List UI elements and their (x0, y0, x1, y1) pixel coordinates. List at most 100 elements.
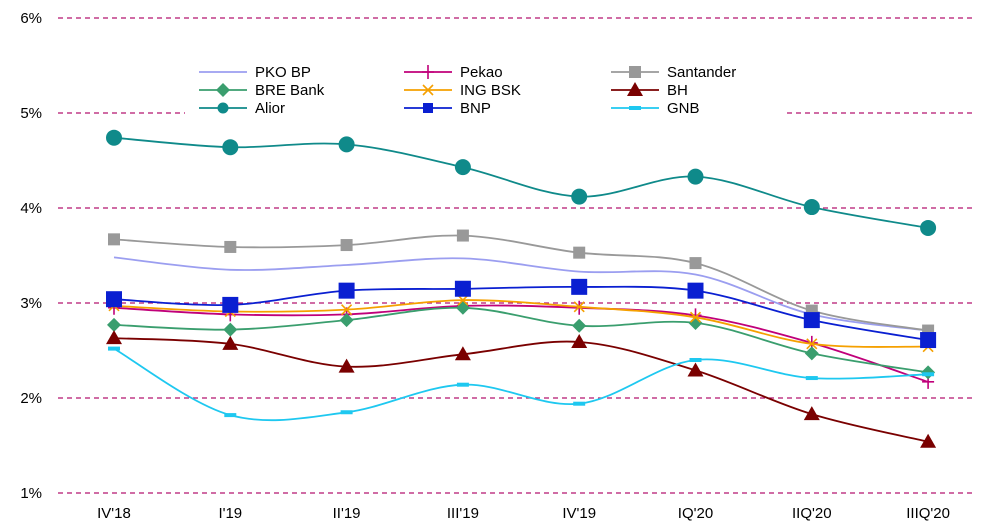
legend-label: GNB (667, 100, 700, 117)
data-point-bnp (687, 282, 704, 299)
data-point-alior (222, 139, 239, 156)
series-line-alior (113, 136, 929, 229)
data-point-gnb (922, 372, 935, 377)
legend-label: Alior (255, 100, 285, 117)
legend-item-pekao: Pekao (404, 64, 503, 81)
y-tick-label: 6% (20, 10, 42, 27)
x-tick-label: IIIQ'20 (906, 505, 950, 522)
data-point-alior (920, 219, 937, 236)
data-point-bnp (803, 312, 820, 329)
y-axis: 1% 2% 3% 4% 5% 6% (20, 10, 42, 502)
legend-marker (422, 84, 434, 96)
data-point-alior (571, 188, 588, 205)
data-point-bh (106, 330, 122, 345)
data-point-santander (689, 257, 702, 270)
legend-label: Santander (667, 64, 736, 81)
x-tick-label: II'19 (333, 505, 361, 522)
legend-item-gnb: GNB (611, 100, 700, 117)
legend-item-santander: Santander (611, 64, 736, 81)
data-point-gnb (689, 358, 702, 362)
legend-marker (217, 102, 229, 114)
data-point-bh (222, 335, 239, 350)
data-point-alior (454, 159, 471, 176)
data-point-santander (224, 240, 237, 253)
data-point-bnp (454, 280, 471, 297)
data-point-bnp (920, 332, 937, 349)
series-alior (106, 129, 937, 236)
data-point-ing-bsk (573, 301, 585, 313)
legend-marker (627, 82, 643, 96)
x-tick-label: IIQ'20 (792, 505, 832, 522)
legend-marker (423, 103, 433, 113)
y-tick-label: 2% (20, 390, 42, 407)
y-tick-label: 1% (20, 485, 42, 502)
x-axis: IV'18 I'19 II'19 III'19 IV'19 IQ'20 IIQ'20 IIIQ… (97, 505, 950, 522)
x-tick-label: I'19 (218, 505, 242, 522)
data-point-gnb (340, 410, 353, 415)
legend-marker (629, 106, 641, 110)
data-point-bnp (338, 282, 355, 299)
y-tick-label: 3% (20, 295, 42, 312)
data-point-bre-bank (572, 318, 587, 333)
series-line-santander (113, 234, 929, 332)
data-point-bnp (222, 296, 239, 313)
data-point-bre-bank (223, 322, 238, 337)
data-point-bh (687, 362, 704, 377)
legend-label: BNP (460, 100, 491, 117)
series-bnp (106, 278, 937, 349)
data-point-alior (803, 199, 820, 216)
legend: PKO BP Pekao Santander BRE Bank ING BSK BH Ali… (199, 64, 736, 117)
legend-label: PKO BP (255, 64, 311, 81)
legend-marker (629, 66, 641, 78)
x-tick-label: III'19 (447, 505, 479, 522)
legend-item-pko-bp: PKO BP (199, 64, 311, 81)
data-point-bh (454, 346, 471, 361)
data-point-bnp (571, 278, 588, 295)
series-layer (106, 129, 937, 448)
data-point-gnb (805, 376, 818, 381)
legend-label: BH (667, 82, 688, 99)
legend-item-bre-bank: BRE Bank (199, 82, 325, 99)
data-point-bh (803, 406, 820, 421)
legend-item-bh: BH (611, 82, 688, 99)
data-point-alior (338, 136, 355, 153)
x-tick-label: IV'19 (562, 505, 596, 522)
series-pko-bp (113, 256, 929, 332)
data-point-bnp (106, 291, 122, 308)
data-point-bre-bank (107, 317, 121, 332)
data-point-bre-bank (688, 315, 703, 330)
legend-label: ING BSK (460, 82, 521, 99)
series-line-bre-bank (113, 306, 929, 374)
series-line-bnp (113, 285, 929, 341)
data-point-bh (920, 433, 937, 448)
data-point-santander (573, 246, 586, 259)
y-tick-label: 4% (20, 200, 42, 217)
series-line-pko-bp (113, 256, 929, 332)
data-point-alior (687, 168, 704, 185)
series-santander (108, 229, 935, 337)
data-point-alior (106, 129, 122, 146)
legend-box (185, 58, 785, 120)
series-line-ing-bsk (113, 299, 929, 348)
legend-item-bnp: BNP (404, 100, 491, 117)
data-point-bh (338, 358, 355, 373)
series-gnb (108, 346, 935, 422)
x-tick-label: IQ'20 (678, 505, 713, 522)
data-point-bre-bank (339, 313, 354, 328)
legend-item-ing-bsk: ING BSK (404, 82, 521, 99)
data-point-santander (108, 233, 120, 246)
y-tick-label: 5% (20, 105, 42, 122)
series-line-gnb (113, 347, 929, 422)
data-point-gnb (573, 401, 586, 406)
legend-background (185, 58, 785, 120)
data-point-santander (456, 229, 469, 242)
x-tick-label: IV'18 (97, 505, 131, 522)
legend-marker (422, 65, 434, 79)
data-point-bre-bank (804, 346, 819, 361)
data-point-ing-bsk (341, 304, 353, 316)
data-point-gnb (108, 346, 120, 351)
data-point-santander (340, 239, 353, 252)
data-point-bh (571, 333, 588, 348)
series-line-pekao (113, 304, 929, 383)
